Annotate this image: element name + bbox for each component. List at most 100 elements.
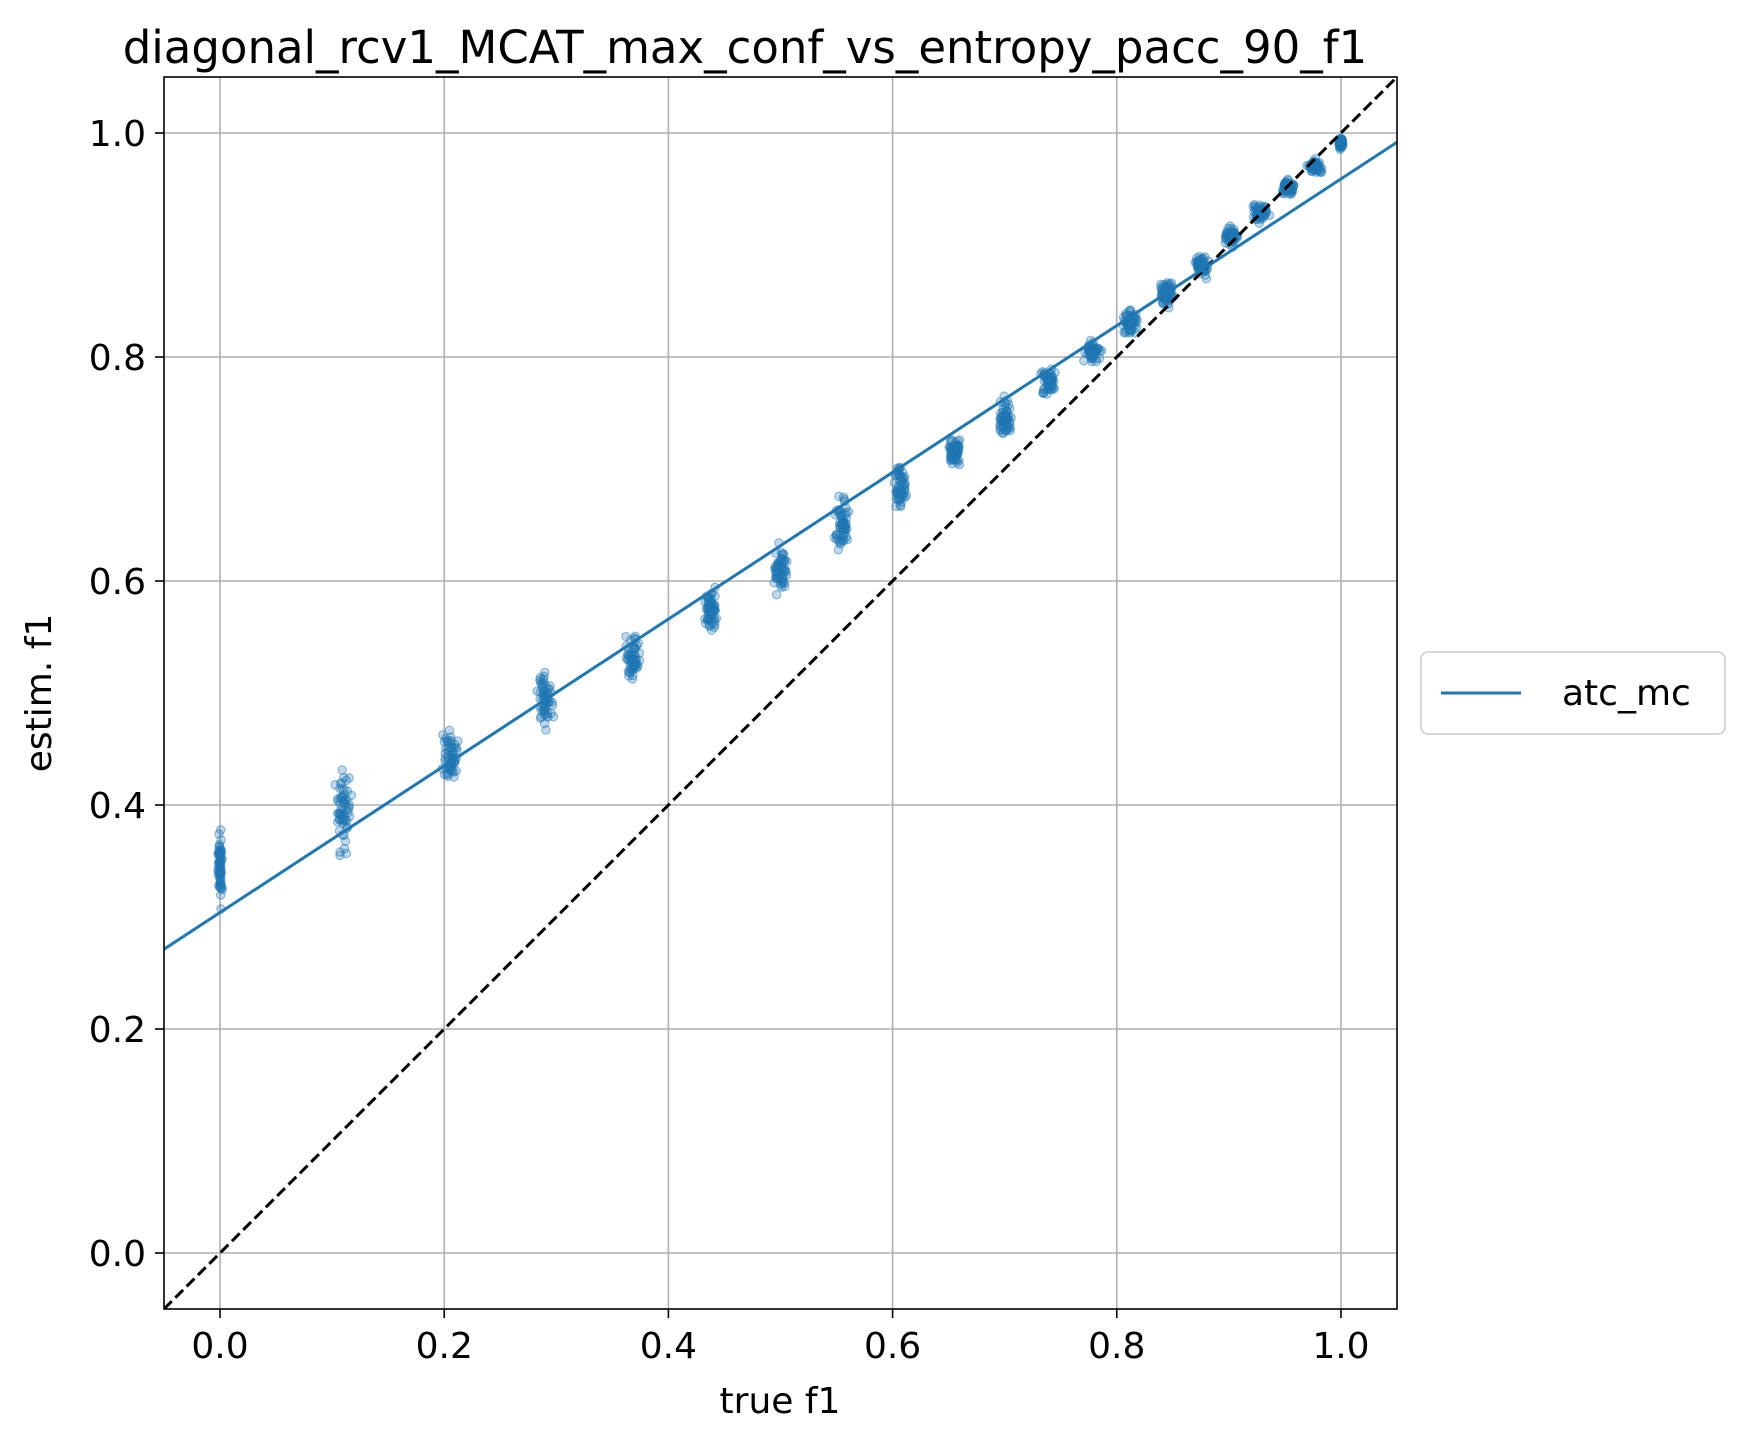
scatter-point xyxy=(1337,138,1348,149)
scatter-point xyxy=(952,449,962,460)
scatter-point xyxy=(1336,140,1347,150)
scatter-point xyxy=(1001,417,1011,428)
scatter-point xyxy=(1004,423,1014,434)
scatter-point xyxy=(1080,347,1090,358)
scatter-point xyxy=(1308,162,1319,173)
scatter-point xyxy=(439,769,450,780)
scatter-point xyxy=(215,867,226,877)
scatter-point xyxy=(627,655,638,666)
scatter-point xyxy=(1048,382,1059,393)
scatter-point xyxy=(1047,385,1057,395)
scatter-point xyxy=(216,845,227,855)
scatter-point xyxy=(1336,139,1347,150)
scatter-point xyxy=(838,516,848,526)
scatter-point xyxy=(216,835,226,845)
scatter-point xyxy=(839,527,850,538)
scatter-point xyxy=(702,604,712,615)
scatter-point xyxy=(998,416,1009,426)
scatter-point xyxy=(1087,345,1098,356)
scatter-point xyxy=(1090,347,1101,358)
scatter-point xyxy=(1197,258,1208,268)
scatter-point xyxy=(1309,164,1320,174)
scatter-point xyxy=(705,613,716,624)
legend-frame xyxy=(1420,651,1726,735)
scatter-point xyxy=(995,408,1006,419)
scatter-point xyxy=(1335,139,1345,149)
scatter-point xyxy=(1003,414,1013,424)
scatter-point xyxy=(217,854,227,864)
scatter-point xyxy=(1221,234,1231,244)
scatter-point xyxy=(1335,141,1346,152)
scatter-point xyxy=(1310,161,1321,171)
scatter-point xyxy=(1255,200,1265,211)
scatter-point xyxy=(998,404,1008,414)
scatter-point xyxy=(782,556,792,567)
scatter-point xyxy=(215,849,226,860)
scatter-point xyxy=(832,534,842,545)
scatter-point xyxy=(995,424,1006,434)
scatter-point xyxy=(449,743,460,753)
scatter-point xyxy=(703,615,714,625)
scatter-point xyxy=(950,455,961,465)
scatter-point xyxy=(769,577,780,588)
scatter-point xyxy=(1006,412,1016,423)
scatter-point xyxy=(894,492,904,503)
scatter-point xyxy=(1127,325,1137,335)
scatter-point xyxy=(1336,138,1347,149)
scatter-point xyxy=(898,489,908,499)
scatter-point xyxy=(216,867,227,878)
scatter-point xyxy=(1336,140,1347,151)
scatter-point xyxy=(840,524,851,535)
scatter-point xyxy=(630,650,640,660)
scatter-point xyxy=(340,798,351,809)
scatter-point xyxy=(338,796,348,806)
scatter-point xyxy=(774,561,785,571)
scatter-point xyxy=(1125,327,1136,337)
scatter-point xyxy=(450,739,460,750)
scatter-point xyxy=(834,491,844,502)
scatter-point xyxy=(1312,162,1323,173)
scatter-point xyxy=(1004,403,1015,414)
scatter-point xyxy=(1224,232,1235,242)
scatter-point xyxy=(1336,138,1346,149)
scatter-point xyxy=(1047,375,1057,386)
scatter-point xyxy=(1120,328,1131,338)
scatter-point xyxy=(1192,261,1203,272)
scatter-point xyxy=(899,492,910,503)
scatter-point xyxy=(1046,383,1057,394)
scatter-point xyxy=(539,685,550,696)
scatter-point xyxy=(540,689,550,699)
scatter-point xyxy=(1125,325,1135,335)
scatter-point xyxy=(1227,229,1237,240)
scatter-point xyxy=(1087,356,1097,367)
scatter-point xyxy=(771,563,782,574)
scatter-point xyxy=(1087,352,1098,363)
scatter-point xyxy=(539,718,550,729)
scatter-point xyxy=(1039,383,1050,394)
scatter-point xyxy=(951,450,962,461)
scatter-point xyxy=(838,517,849,527)
scatter-point xyxy=(1044,377,1055,388)
scatter-point xyxy=(837,519,848,529)
scatter-point xyxy=(625,668,635,678)
scatter-point xyxy=(1313,163,1323,173)
scatter-point xyxy=(1085,346,1095,356)
scatter-point xyxy=(627,670,638,681)
scatter-point xyxy=(1045,376,1056,386)
scatter-point xyxy=(216,881,227,892)
scatter-point xyxy=(708,607,718,618)
scatter-point xyxy=(1222,228,1232,239)
scatter-point xyxy=(703,603,714,614)
scatter-point xyxy=(1193,257,1204,268)
scatter-point xyxy=(1310,161,1321,172)
scatter-point xyxy=(897,476,907,487)
scatter-point xyxy=(1286,187,1296,198)
scatter-point xyxy=(704,621,715,632)
scatter-point xyxy=(1091,354,1101,364)
scatter-point xyxy=(1226,223,1237,234)
scatter-point xyxy=(213,857,224,868)
scatter-point xyxy=(215,865,226,876)
scatter-point xyxy=(948,444,958,454)
scatter-point xyxy=(704,606,714,616)
scatter-point xyxy=(837,525,848,536)
